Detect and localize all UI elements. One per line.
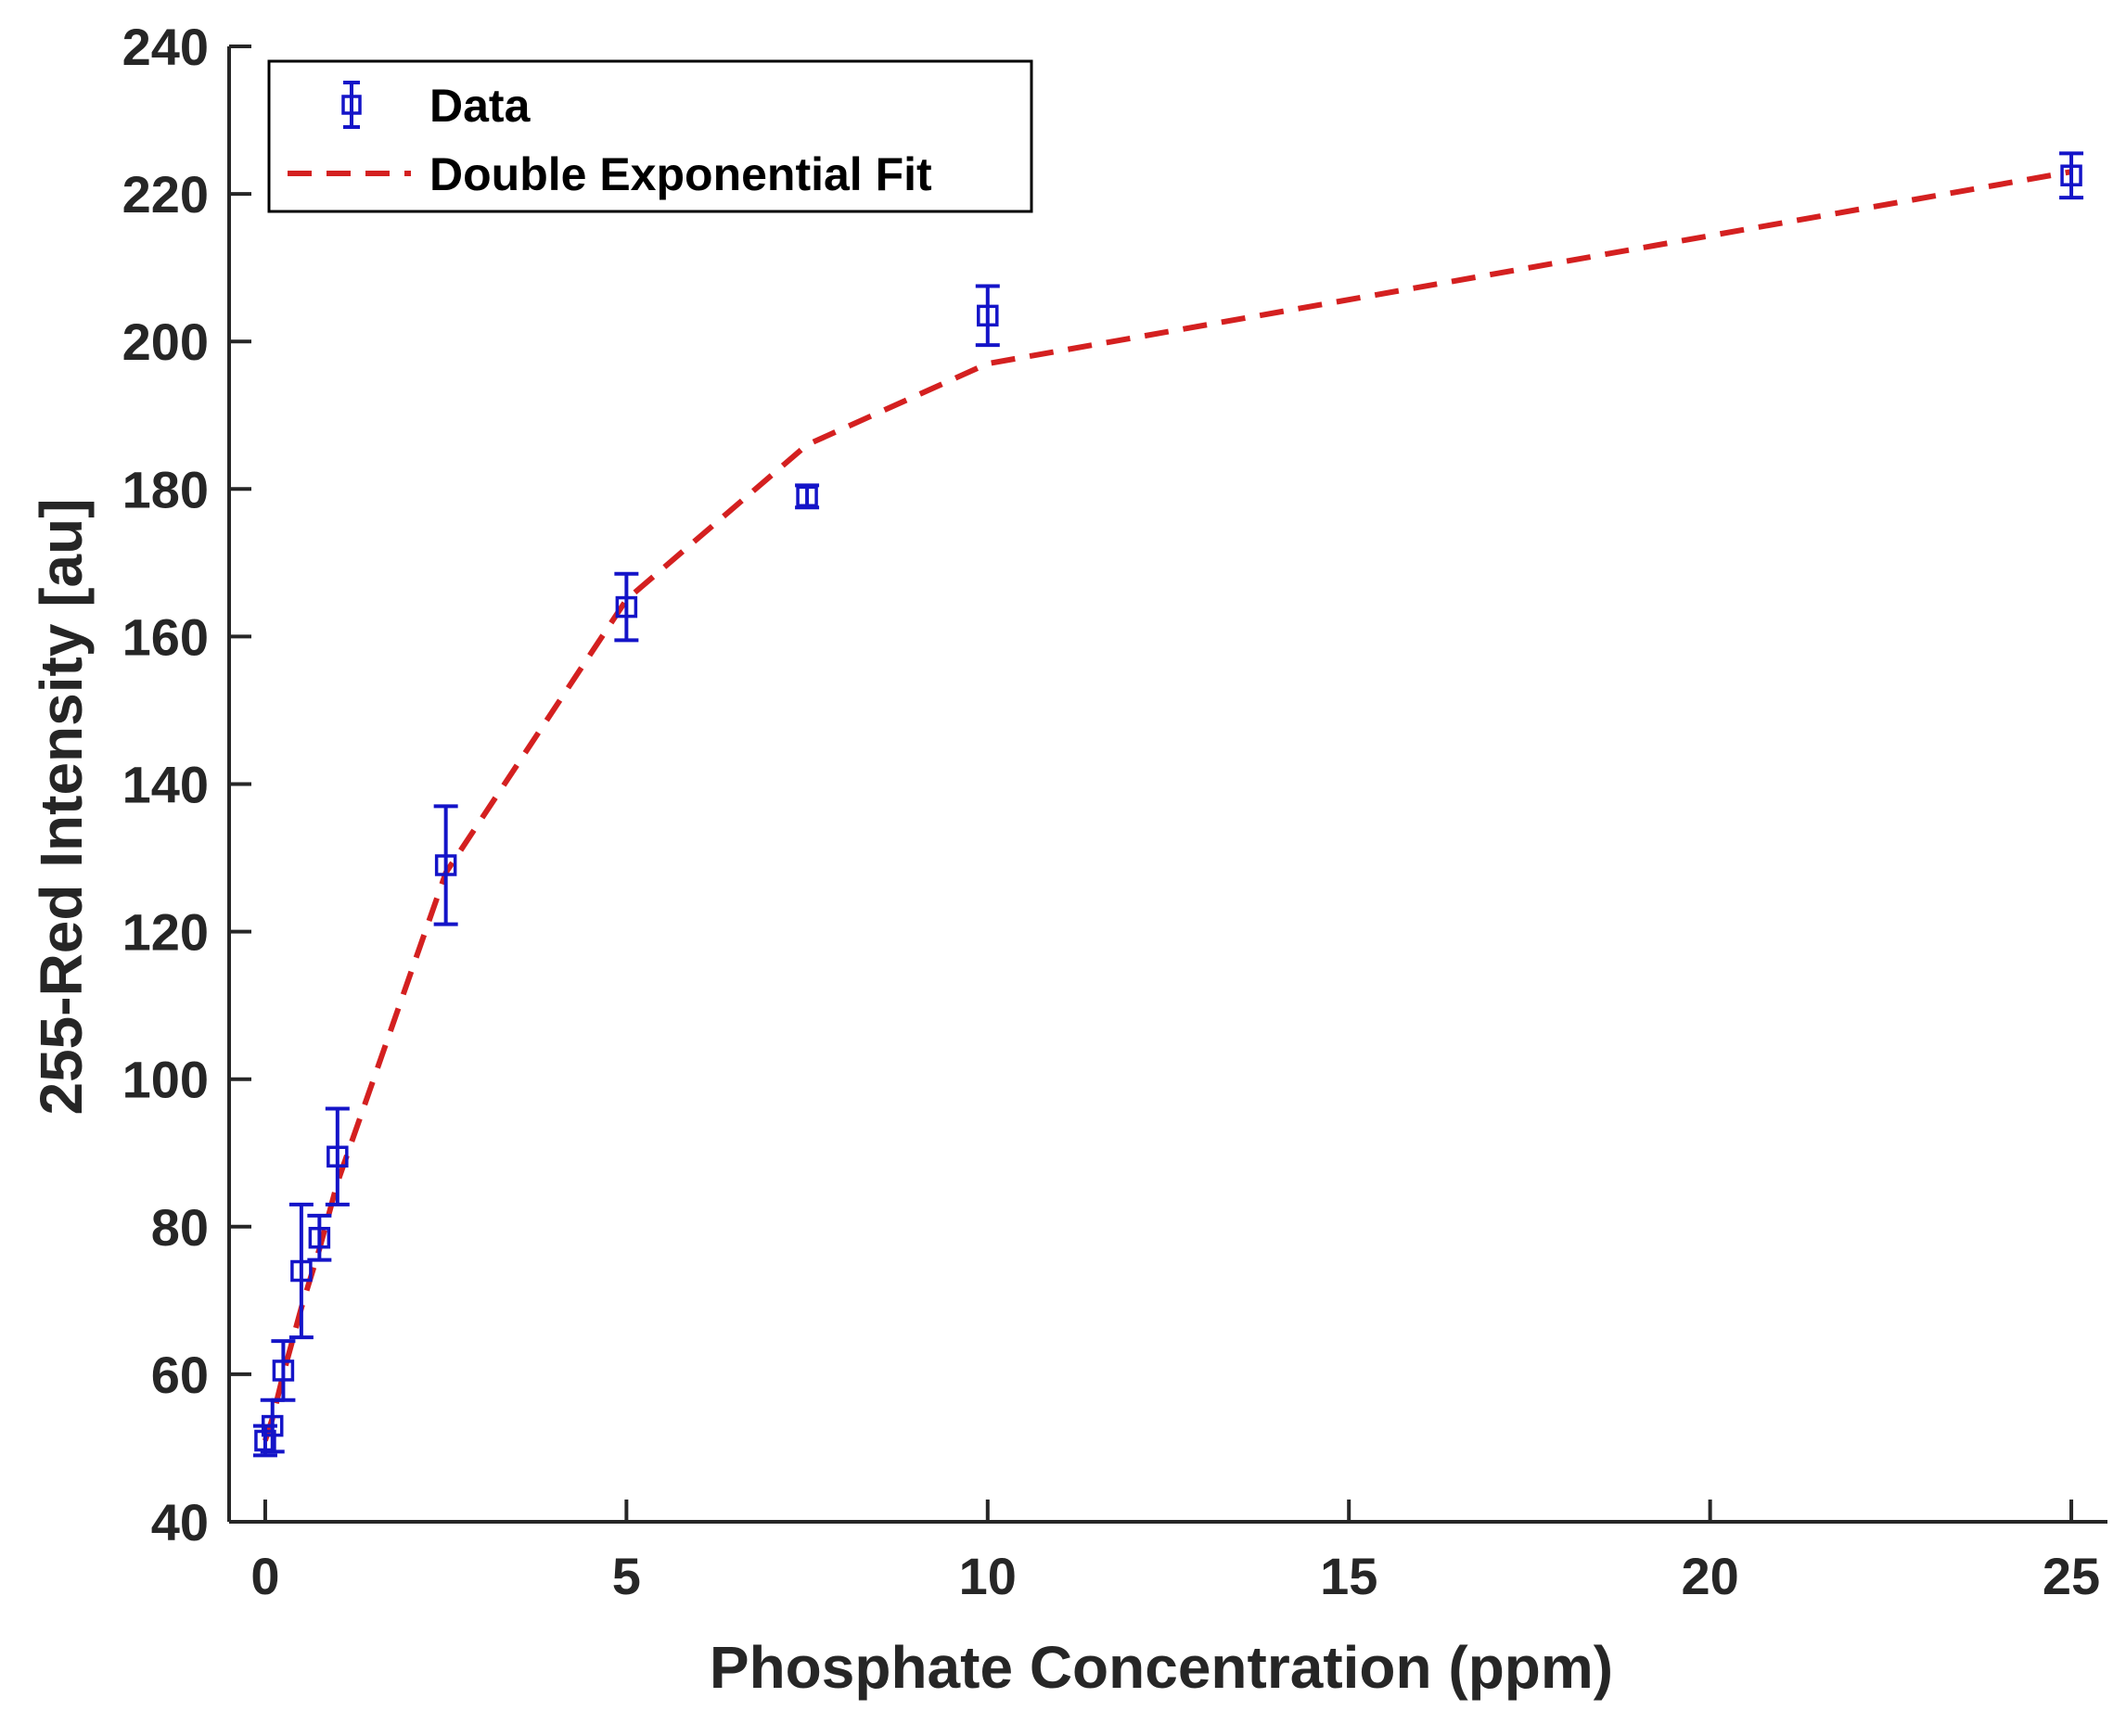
data-marker xyxy=(796,485,818,508)
data-point xyxy=(288,1202,314,1340)
y-tick-label: 160 xyxy=(122,607,209,666)
plot-series xyxy=(252,151,2084,1458)
data-marker xyxy=(977,304,999,327)
data-point xyxy=(433,804,458,926)
legend-box xyxy=(267,59,1033,213)
legend-data-marker xyxy=(341,95,362,115)
data-marker xyxy=(327,1145,349,1168)
data-point xyxy=(271,1339,296,1402)
y-tick-label: 180 xyxy=(122,460,209,518)
data-marker xyxy=(272,1359,295,1382)
data-marker xyxy=(615,595,638,619)
legend-label-fit: Double Exponential Fit xyxy=(429,148,932,200)
x-tick-label: 0 xyxy=(250,1547,279,1605)
y-tick-label: 200 xyxy=(122,313,209,371)
x-tick-label: 10 xyxy=(959,1547,1017,1605)
data-point xyxy=(975,284,1000,348)
y-axis-title: 255-Red Intensity [au] xyxy=(28,498,95,1115)
data-point xyxy=(795,483,820,510)
x-tick-label: 25 xyxy=(2043,1547,2100,1605)
data-marker xyxy=(261,1414,284,1437)
x-tick-label: 15 xyxy=(1320,1547,1377,1605)
y-tick-label: 80 xyxy=(151,1198,209,1257)
y-tick-label: 120 xyxy=(122,903,209,962)
x-tick-label: 20 xyxy=(1681,1547,1738,1605)
data-point xyxy=(307,1213,332,1262)
data-marker xyxy=(2060,164,2082,186)
fit-line xyxy=(263,169,2072,1442)
y-tick-label: 240 xyxy=(122,18,209,76)
y-tick-label: 100 xyxy=(122,1051,209,1109)
y-tick-label: 140 xyxy=(122,756,209,814)
data-point xyxy=(2059,151,2084,200)
y-tick-label: 60 xyxy=(151,1346,209,1404)
x-axis-title: Phosphate Concentration (ppm) xyxy=(710,1634,1613,1701)
data-marker xyxy=(290,1259,313,1283)
y-tick-label: 40 xyxy=(151,1493,209,1551)
legend-label-data: Data xyxy=(429,80,532,132)
y-tick-label: 220 xyxy=(122,165,209,223)
legend: Data Double Exponential Fit xyxy=(267,59,1033,213)
x-tick-label: 5 xyxy=(612,1547,641,1605)
axes: 40 60 80 100 120 140 160 180 200 220 240 0 5 10 15 20 25 xyxy=(122,18,2107,1605)
data-marker xyxy=(308,1226,331,1249)
data-point xyxy=(325,1106,350,1206)
data-marker xyxy=(434,854,457,876)
data-point xyxy=(614,571,639,643)
